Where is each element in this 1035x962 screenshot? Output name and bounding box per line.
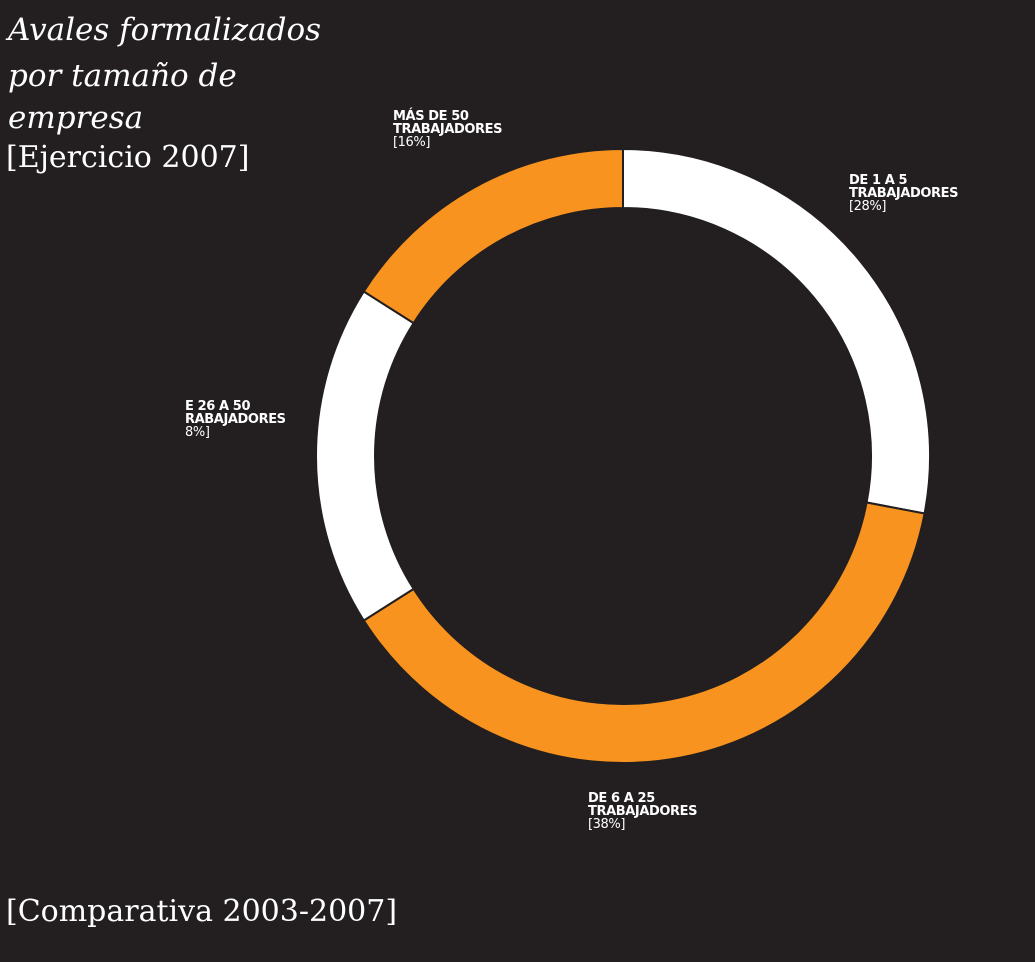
slice-label-1-5: DE 1 A 5 TRABAJADORES [28%] xyxy=(849,173,959,214)
chart-title-line-2: por tamaño de xyxy=(8,58,237,94)
slice-label-26-50-pct: 8%] xyxy=(185,425,210,440)
slice-label-mas-50: MÁS DE 50 TRABAJADORES [16%] xyxy=(393,109,503,150)
slice-label-1-5-pct: [28%] xyxy=(849,199,887,214)
slice-label-1-5-line1: DE 1 A 5 xyxy=(849,173,908,188)
chart-subtitle: [Ejercicio 2007] xyxy=(6,140,250,175)
slice-label-mas-50-line1: MÁS DE 50 xyxy=(393,109,469,124)
chart-title-line-3: empresa xyxy=(8,100,144,136)
slice-label-6-25-pct: [38%] xyxy=(588,817,626,832)
slice-label-1-5-line2: TRABAJADORES xyxy=(849,186,959,201)
slice-label-26-50-line1: E 26 A 50 xyxy=(185,399,251,414)
slice-26-50 xyxy=(314,290,415,622)
slice-label-26-50: E 26 A 50 RABAJADORES 8%] xyxy=(185,400,286,439)
slice-label-6-25-line2: TRABAJADORES xyxy=(588,804,698,819)
footer-comparativa: [Comparativa 2003-2007] xyxy=(6,894,398,929)
slice-label-26-50-clip: E 26 A 50 RABAJADORES 8%] xyxy=(185,398,305,458)
slice-label-26-50-line2: RABAJADORES xyxy=(185,412,286,427)
chart-title-line-1: Avales formalizados xyxy=(8,12,322,48)
slice-label-mas-50-line2: TRABAJADORES xyxy=(393,122,503,137)
slice-label-6-25: DE 6 A 25 TRABAJADORES [38%] xyxy=(588,791,698,832)
slice-label-6-25-line1: DE 6 A 25 xyxy=(588,791,655,806)
slice-label-mas-50-pct: [16%] xyxy=(393,135,431,150)
slice-mas-50 xyxy=(362,147,624,325)
slice-6-25 xyxy=(362,501,926,764)
